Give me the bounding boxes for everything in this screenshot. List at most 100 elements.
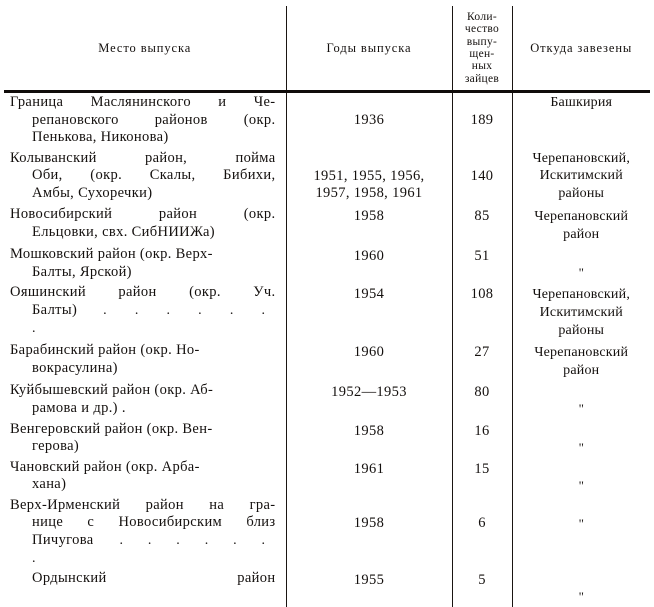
cell-count: 108 <box>452 283 512 341</box>
column-header-origin: Откуда завезены <box>512 6 650 92</box>
leader-dots: . . . . . . . <box>32 533 290 566</box>
cell-count: 140 <box>452 149 512 205</box>
table-row: Верх-Ирменский район на гра-нице с Новос… <box>4 496 650 569</box>
place-line: Амбы, Сухоречки) <box>10 185 276 203</box>
place-line: Барабинский район (окр. Но- <box>10 342 276 360</box>
cell-years: 1958 <box>286 496 452 569</box>
header-count-line: ных <box>455 60 510 72</box>
table-row: Ояшинский район (окр. Уч.Балты). . . . .… <box>4 283 650 341</box>
count-value: 108 <box>453 286 512 304</box>
cell-origin: " <box>512 496 650 569</box>
cell-count: 5 <box>452 569 512 607</box>
cell-count: 85 <box>452 205 512 245</box>
cell-years: 1951, 1955, 1956,1957, 1958, 1961 <box>286 149 452 205</box>
cell-years: 1954 <box>286 283 452 341</box>
cell-count: 15 <box>452 458 512 496</box>
years-line: 1955 <box>287 572 452 590</box>
ditto-mark: " <box>515 477 649 494</box>
cell-place: Венгеровский район (окр. Вен-герова) <box>4 420 286 458</box>
count-value: 6 <box>453 515 512 533</box>
place-line: Чановский район (окр. Арба- <box>10 459 276 477</box>
table-row: Мошковский район (окр. Верх-Балты, Ярско… <box>4 245 650 283</box>
table-row: Барабинский район (окр. Но-вокрасулина)1… <box>4 341 650 381</box>
header-count-line: зайцев <box>455 73 510 85</box>
cell-place: Барабинский район (окр. Но-вокрасулина) <box>4 341 286 381</box>
cell-years: 1960 <box>286 341 452 381</box>
count-value: 189 <box>453 112 512 130</box>
table-row: Граница Маслянинского и Че-репановского … <box>4 92 650 149</box>
ditto-mark: " <box>515 264 649 281</box>
place-line: нице с Новосибирским близ <box>10 514 276 532</box>
cell-place: Чановский район (окр. Арба-хана) <box>4 458 286 496</box>
ditto-mark: " <box>515 439 649 456</box>
years-line: 1958 <box>287 423 452 441</box>
cell-years: 1960 <box>286 245 452 283</box>
origin-line: районы <box>515 322 649 340</box>
place-line: герова) <box>10 438 276 456</box>
count-value: 5 <box>453 572 512 590</box>
cell-count: 189 <box>452 92 512 149</box>
cell-years: 1955 <box>286 569 452 607</box>
years-line: 1957, 1958, 1961 <box>287 185 452 203</box>
ditto-mark: " <box>515 515 649 532</box>
cell-origin: " <box>512 458 650 496</box>
years-line: 1958 <box>287 515 452 533</box>
column-header-years-label: Годы выпуска <box>321 41 418 55</box>
place-line: Венгеровский район (окр. Вен- <box>10 421 276 439</box>
origin-line: район <box>515 226 649 244</box>
place-line: вокрасулина) <box>10 360 276 378</box>
place-line: Верх-Ирменский район на гра- <box>10 497 276 515</box>
column-header-place-label: Место выпуска <box>92 41 197 55</box>
place-line: Ояшинский район (окр. Уч. <box>10 284 276 302</box>
years-line: 1936 <box>287 112 452 130</box>
count-value: 16 <box>453 423 512 441</box>
place-line: Куйбышевский район (окр. Аб- <box>10 382 276 400</box>
count-value: 85 <box>453 208 512 226</box>
cell-origin: " <box>512 420 650 458</box>
cell-place: Верх-Ирменский район на гра-нице с Новос… <box>4 496 286 569</box>
table-row: Куйбышевский район (окр. Аб-рамова и др.… <box>4 381 650 419</box>
place-line: хана) <box>10 476 276 494</box>
place-line: Балты, Ярской) <box>10 264 276 282</box>
origin-line: Черепановский, <box>515 150 649 168</box>
ditto-mark: " <box>515 400 649 417</box>
cell-origin: Башкирия <box>512 92 650 149</box>
years-line: 1952—1953 <box>287 384 452 402</box>
years-line: 1954 <box>287 286 452 304</box>
cell-origin: " <box>512 245 650 283</box>
count-value: 80 <box>453 384 512 402</box>
header-count-line: выпу- <box>455 36 510 48</box>
cell-count: 16 <box>452 420 512 458</box>
column-header-place: Место выпуска <box>4 6 286 92</box>
years-line: 1961 <box>287 461 452 479</box>
place-line: Новосибирский район (окр. <box>10 206 276 224</box>
table-row: Новосибирский район (окр.Ельцовки, свх. … <box>4 205 650 245</box>
cell-years: 1958 <box>286 205 452 245</box>
cell-count: 27 <box>452 341 512 381</box>
years-line: 1960 <box>287 248 452 266</box>
cell-count: 51 <box>452 245 512 283</box>
leader-dots: . . . . . . . <box>32 303 290 336</box>
years-line: 1958 <box>287 208 452 226</box>
place-line: репановского районов (окр. <box>10 112 276 130</box>
cell-count: 6 <box>452 496 512 569</box>
place-line: Балты). . . . . . . <box>10 302 276 337</box>
years-line: 1951, 1955, 1956, <box>287 168 452 186</box>
origin-line: Черепановский, <box>515 286 649 304</box>
place-line: рамова и др.) . <box>10 400 276 418</box>
count-value: 15 <box>453 461 512 479</box>
origin-line: районы <box>515 185 649 203</box>
header-count-line: щен- <box>455 48 510 60</box>
cell-place: Граница Маслянинского и Че-репановского … <box>4 92 286 149</box>
column-header-years: Годы выпуска <box>286 6 452 92</box>
cell-origin: " <box>512 381 650 419</box>
